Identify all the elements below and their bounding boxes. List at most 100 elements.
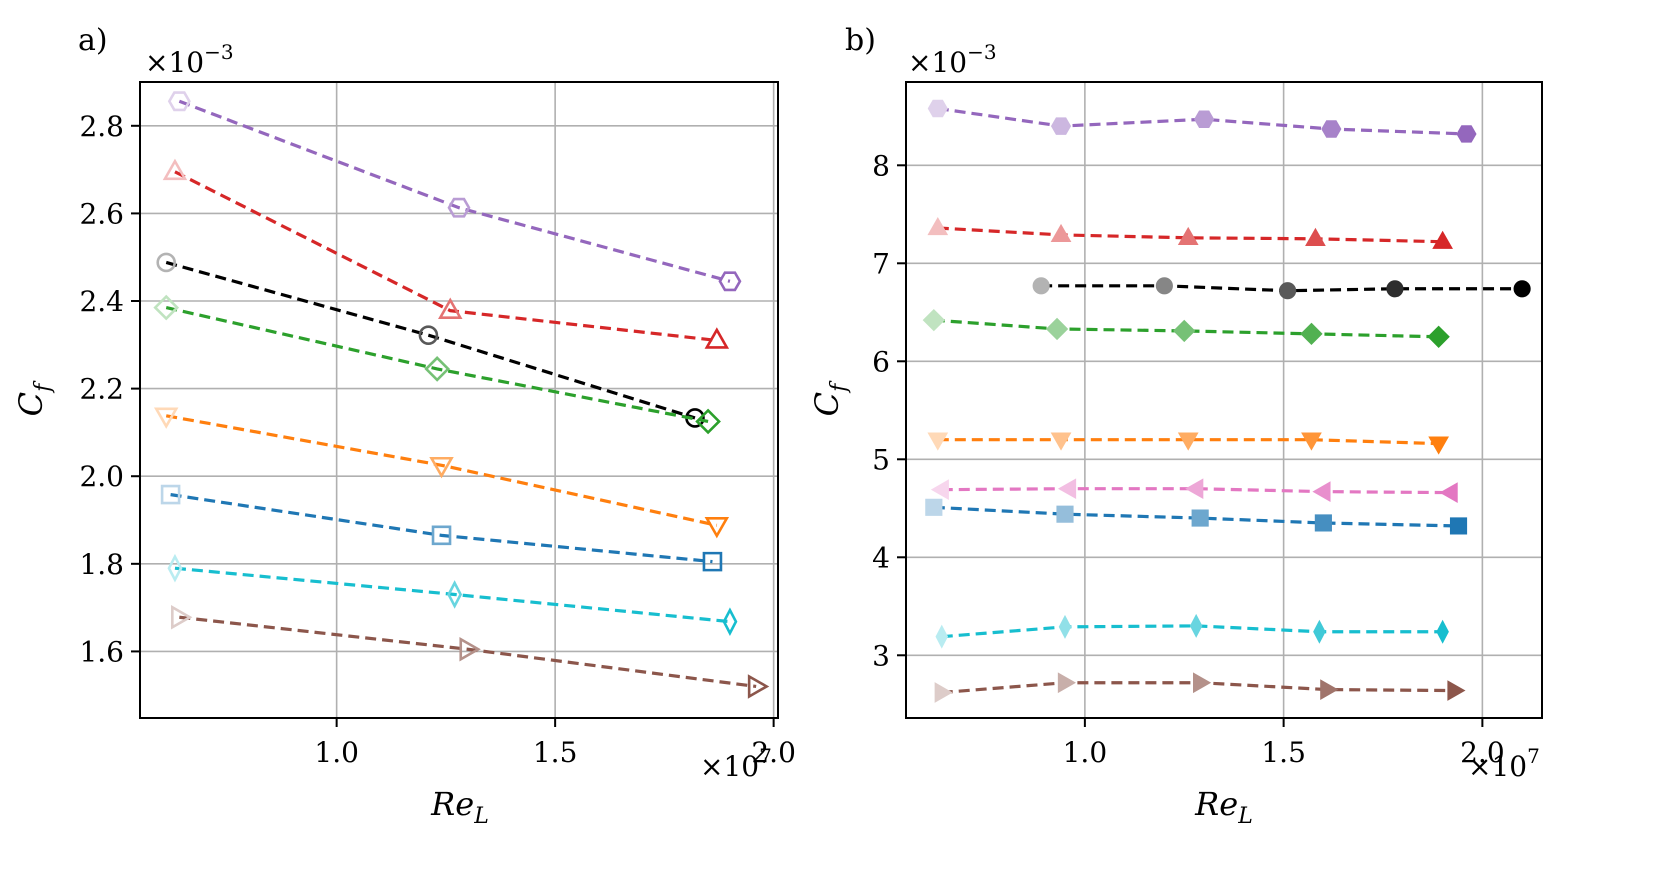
data-point — [1194, 110, 1215, 128]
series-3 — [922, 308, 1450, 348]
data-point — [1300, 322, 1323, 346]
series-1 — [927, 217, 1453, 249]
data-point — [1386, 280, 1404, 298]
series-2 — [1032, 277, 1531, 300]
axes-frame — [905, 81, 1543, 719]
data-point — [418, 325, 439, 345]
data-point — [1056, 505, 1074, 523]
y-tick-label: 4 — [872, 541, 890, 574]
y-tick-label: 1.8 — [79, 548, 124, 581]
series-line — [179, 615, 757, 689]
data-point — [1321, 120, 1342, 138]
y-axis-label: Cf — [808, 380, 852, 416]
data-point — [1313, 619, 1326, 644]
series-0 — [927, 99, 1477, 143]
data-point — [927, 217, 949, 236]
series-6 — [167, 553, 738, 636]
y-tick-label: 7 — [872, 247, 890, 280]
x-multiplier: ×107 — [1468, 744, 1540, 783]
data-point — [1320, 679, 1339, 700]
data-point — [156, 252, 177, 273]
data-point — [1447, 680, 1466, 701]
x-tick-label: 1.0 — [1063, 736, 1108, 769]
series-line — [170, 493, 713, 564]
data-point — [1057, 672, 1076, 694]
panel-label: a) — [78, 23, 108, 58]
y-tick-label: 2.0 — [79, 460, 124, 493]
data-point — [1032, 277, 1050, 295]
data-point — [1057, 478, 1077, 500]
data-point — [431, 525, 452, 546]
y-tick-label: 1.6 — [79, 635, 124, 668]
data-point — [424, 356, 450, 382]
data-point — [718, 271, 742, 292]
data-point — [930, 479, 949, 501]
data-point — [167, 553, 183, 583]
data-point — [1436, 619, 1449, 644]
panel-label: b) — [845, 23, 876, 58]
x-tick-label: 2.0 — [751, 736, 796, 769]
data-point — [167, 91, 191, 112]
y-tick-label: 6 — [872, 345, 890, 378]
series-4 — [153, 407, 730, 539]
data-point — [704, 327, 730, 349]
series-line — [937, 438, 1439, 446]
series-7 — [935, 613, 1449, 649]
series-2 — [156, 252, 705, 428]
panel-b: 1.0 1.5 2.0 3 4 5 6 7 8 b) ×10−3 ×107 Cf ReL — [808, 23, 1543, 829]
data-point — [925, 498, 943, 516]
series-line — [165, 260, 696, 420]
series-1 — [162, 158, 730, 349]
data-point — [1312, 481, 1331, 502]
series-line — [178, 99, 731, 283]
data-point — [447, 580, 463, 609]
y-tick-label: 3 — [872, 639, 890, 672]
x-axis-label: ReL — [1194, 785, 1253, 829]
data-point — [747, 674, 770, 699]
data-point — [1449, 517, 1468, 535]
panel-a: 1.0 1.5 2.0 1.6 1.8 2.0 2.2 2.4 2.6 2.8 a) ×10−3 ×10… — [12, 23, 796, 829]
x-tick-label: 1.0 — [314, 736, 359, 769]
y-multiplier: ×10−3 — [145, 40, 234, 79]
data-point — [429, 456, 454, 479]
data-point — [695, 408, 721, 435]
data-point — [1050, 432, 1072, 451]
data-point — [162, 158, 188, 181]
series-line — [165, 414, 718, 527]
data-point — [1314, 514, 1332, 532]
series-7 — [171, 605, 770, 699]
x-tick-label: 2.0 — [1460, 736, 1505, 769]
series-line — [165, 306, 709, 424]
data-point — [702, 551, 723, 572]
data-point — [1045, 317, 1069, 341]
data-point — [1177, 432, 1199, 451]
series-0 — [167, 91, 742, 292]
data-point — [1193, 672, 1212, 694]
data-point — [438, 297, 463, 319]
data-point — [1189, 613, 1203, 638]
data-point — [171, 605, 193, 630]
data-point — [1058, 614, 1072, 639]
series-6 — [925, 498, 1468, 535]
series-5 — [930, 478, 1458, 503]
x-tick-label: 1.5 — [1261, 736, 1306, 769]
y-multiplier: ×10−3 — [908, 40, 997, 79]
series-line — [174, 170, 717, 343]
y-tick-label: 2.8 — [79, 110, 124, 143]
x-tick-label: 1.5 — [533, 736, 578, 769]
data-point — [1301, 432, 1322, 451]
data-point — [1305, 227, 1326, 246]
data-point — [927, 432, 949, 451]
data-point — [935, 624, 949, 649]
data-point — [1050, 223, 1072, 243]
data-point — [1456, 125, 1477, 143]
data-point — [1185, 478, 1204, 500]
data-point — [160, 484, 181, 505]
data-point — [704, 516, 730, 539]
x-axis-label: ReL — [430, 785, 489, 829]
data-point — [1427, 325, 1450, 348]
y-axis-label: Cf — [12, 380, 56, 416]
series-4 — [927, 432, 1450, 455]
y-tick-label: 5 — [872, 443, 890, 476]
